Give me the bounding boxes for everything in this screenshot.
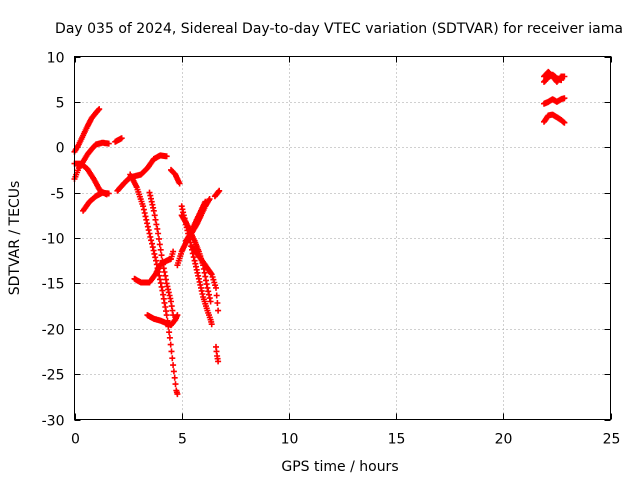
data-points-layer — [71, 68, 568, 398]
data-series — [131, 248, 177, 286]
data-point-markers — [541, 71, 565, 85]
x-axis-label: GPS time / hours — [281, 459, 398, 475]
data-point-markers — [183, 196, 213, 244]
data-series — [112, 135, 125, 145]
data-series — [183, 196, 213, 244]
data-series — [80, 189, 112, 214]
data-point-markers — [213, 343, 222, 365]
data-point-markers — [541, 95, 568, 107]
data-series — [211, 187, 223, 200]
data-series — [144, 312, 181, 329]
grid-layer — [74, 56, 611, 420]
y-tick-label: 0 — [56, 141, 65, 157]
y-tick-label: -10 — [42, 232, 65, 248]
y-tick-label: -30 — [42, 414, 65, 430]
data-point-markers — [80, 189, 112, 214]
data-point-markers — [541, 111, 568, 126]
y-tick-label: 10 — [47, 51, 65, 67]
data-point-markers — [189, 244, 222, 314]
plot-frame — [74, 56, 611, 420]
x-tick-label: 25 — [603, 432, 621, 448]
y-tick-label: -25 — [42, 368, 65, 384]
x-tick-label: 10 — [281, 432, 299, 448]
data-series — [541, 111, 568, 126]
data-series — [189, 244, 222, 314]
data-point-markers — [211, 187, 223, 200]
data-series — [168, 166, 183, 187]
x-tick-label: 15 — [388, 432, 406, 448]
y-tick-label: 5 — [56, 96, 65, 112]
x-tick-label: 20 — [495, 432, 513, 448]
data-point-markers — [144, 312, 181, 329]
chart-title: Day 035 of 2024, Sidereal Day-to-day VTE… — [55, 21, 623, 37]
tick-layer: 0 5 10 15 20 25 -30 -25 -20 -15 -10 -5 0 5 10 — [42, 51, 621, 448]
x-tick-label: 0 — [71, 432, 80, 448]
data-series — [541, 71, 565, 85]
data-series — [114, 152, 170, 194]
x-tick-label: 5 — [178, 432, 187, 448]
data-series — [541, 95, 568, 107]
y-tick-label: -15 — [42, 277, 65, 293]
data-point-markers — [131, 248, 177, 286]
data-point-markers — [114, 152, 170, 194]
data-series — [213, 343, 222, 365]
y-axis-label: SDTVAR / TECUs — [7, 181, 23, 296]
y-tick-label: -5 — [51, 187, 65, 203]
data-point-markers — [168, 166, 183, 187]
y-tick-label: -20 — [42, 323, 65, 339]
data-point-markers — [112, 135, 125, 145]
